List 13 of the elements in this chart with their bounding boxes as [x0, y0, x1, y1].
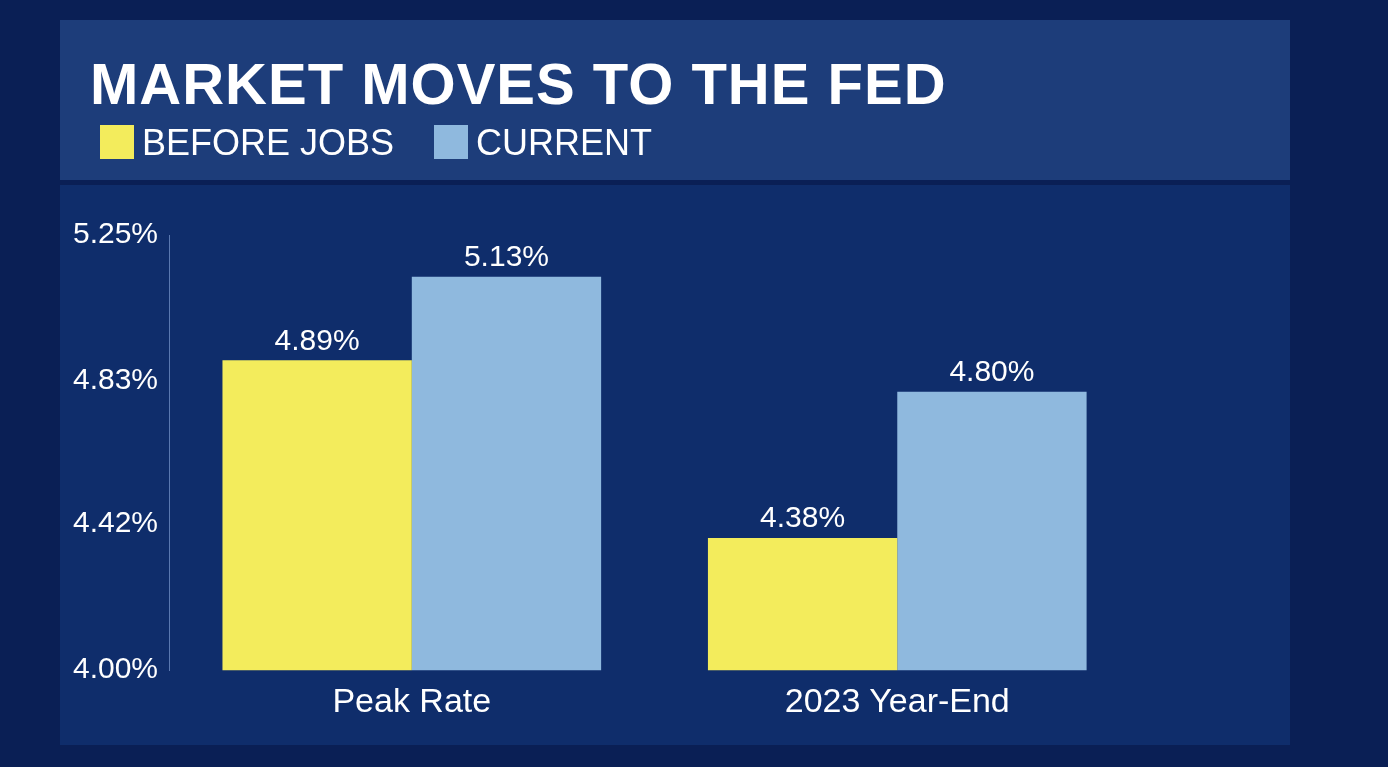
x-tick-label: Peak Rate [332, 680, 492, 719]
y-tick-label: 4.00% [72, 651, 159, 685]
y-tick-label: 5.25% [72, 216, 159, 250]
legend-label: BEFORE JOBS [141, 122, 395, 164]
x-tick-label: 2023 Year-End [784, 680, 1010, 719]
y-tick-label: 4.42% [72, 505, 159, 539]
data-label: 4.38% [760, 500, 846, 534]
y-tick-label: 4.83% [72, 362, 159, 396]
chart-title: MARKET MOVES TO THE FED [90, 50, 947, 117]
data-label: 5.13% [463, 239, 549, 273]
data-label: 4.80% [949, 353, 1035, 387]
data-label: 4.89% [274, 322, 360, 356]
legend-label: CURRENT [475, 122, 653, 164]
